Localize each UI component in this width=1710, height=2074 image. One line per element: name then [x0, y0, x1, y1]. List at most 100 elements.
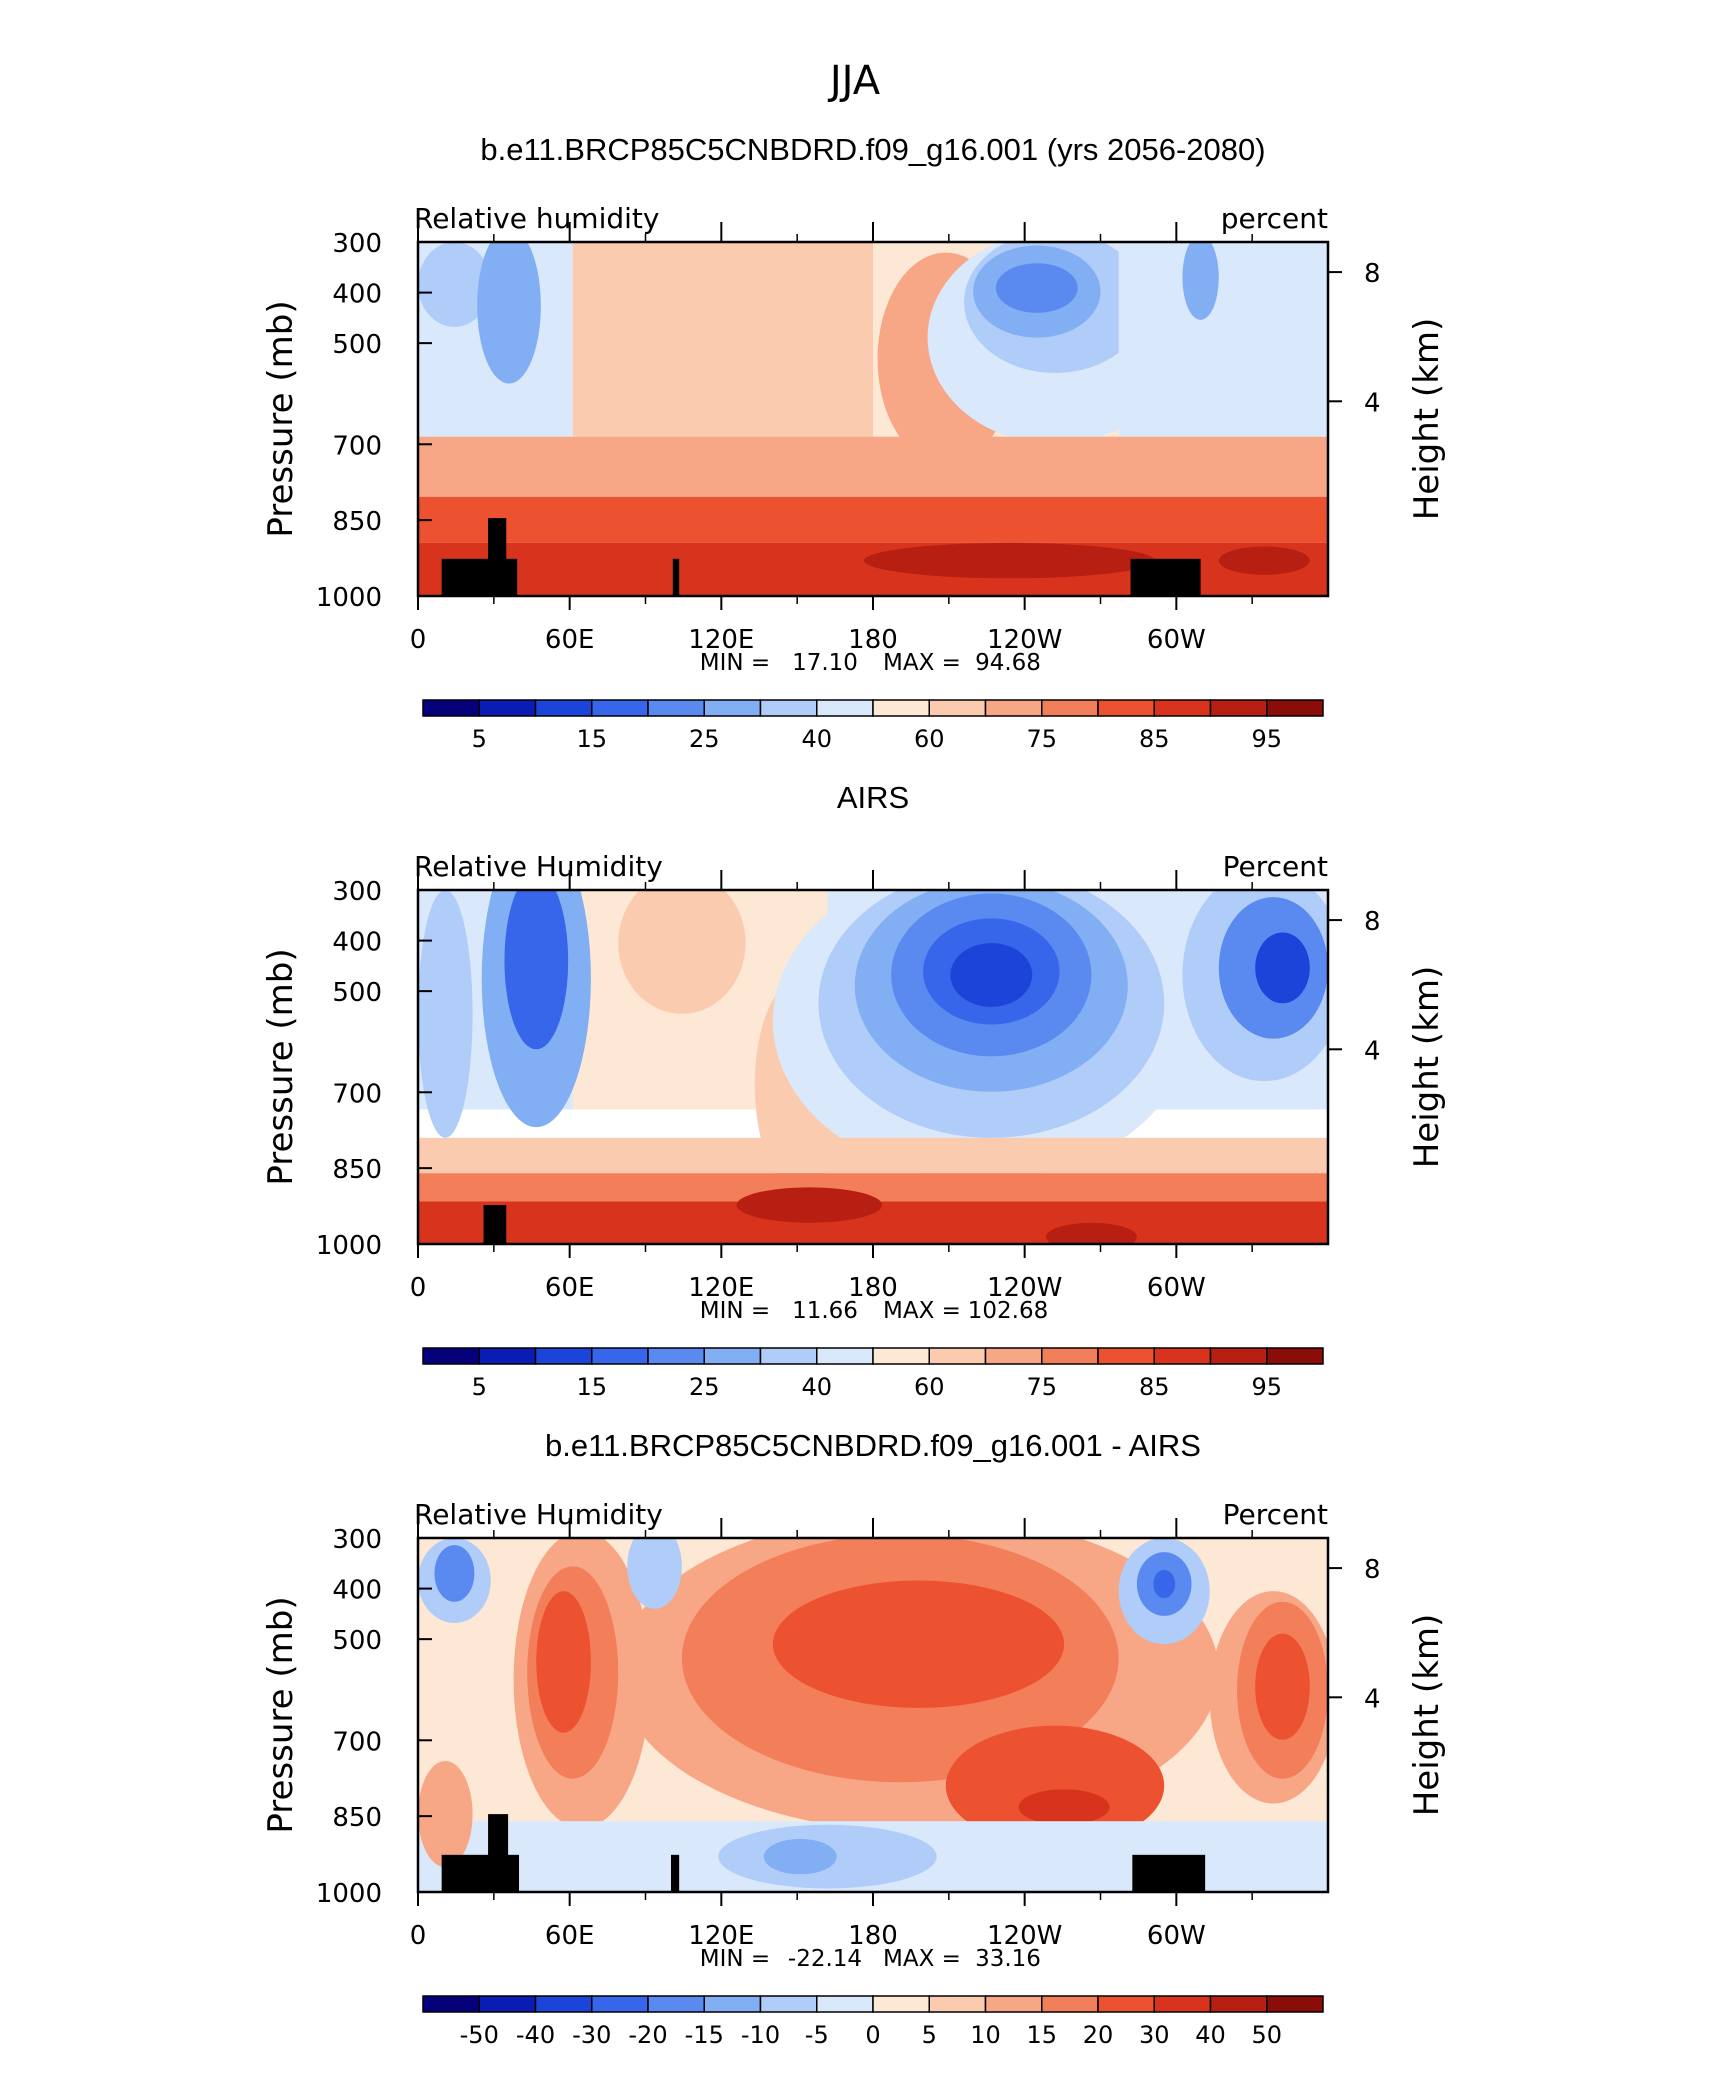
colorbar-box	[703, 699, 762, 717]
min-label: MIN =	[700, 650, 770, 676]
contour-region	[772, 1580, 1065, 1708]
colorbar-label: -20	[628, 2021, 667, 2049]
units-label: Percent	[1223, 850, 1328, 883]
contour-region	[1255, 932, 1310, 1004]
colorbar-label: 15	[576, 1373, 607, 1401]
topography-block	[672, 558, 680, 596]
contour-region	[1045, 1222, 1137, 1244]
height-tick-label: 4	[1364, 1036, 1381, 1066]
topography-block	[670, 1854, 680, 1892]
colorbar-box	[1266, 1347, 1324, 1365]
contour-region	[434, 1545, 475, 1602]
colorbar-label: 75	[1026, 1373, 1057, 1401]
variable-label: Relative Humidity	[414, 850, 663, 883]
colorbar-box	[1041, 1347, 1099, 1365]
colorbar-label: 5	[922, 2021, 937, 2049]
pressure-tick-label: 850	[332, 1803, 382, 1833]
height-tick-label: 4	[1364, 1684, 1381, 1714]
colorbar-box	[703, 1347, 762, 1365]
pressure-tick-label: 500	[332, 1626, 382, 1656]
max-value: 33.16	[975, 1946, 1041, 1972]
x-tick-label: 60W	[1147, 1273, 1206, 1303]
figure-title: JJA	[827, 58, 881, 104]
plot-area	[418, 1538, 1328, 1892]
contour-region	[1118, 242, 1328, 437]
colorbar-box	[1041, 1995, 1099, 2013]
x-tick-label: 60W	[1147, 1921, 1206, 1951]
colorbar-box	[928, 1995, 987, 2013]
colorbar-box	[703, 1995, 762, 2013]
colorbar-box	[1266, 1995, 1324, 2013]
colorbar-label: 30	[1139, 2021, 1170, 2049]
height-tick-label: 8	[1364, 259, 1381, 289]
colorbar-box	[1266, 699, 1324, 717]
contour-region	[627, 1538, 682, 1609]
contour-region	[418, 1761, 473, 1868]
colorbar-label: -10	[741, 2021, 780, 2049]
colorbar-label: 95	[1251, 725, 1282, 753]
pressure-tick-label: 500	[332, 978, 382, 1008]
colorbar-label: 0	[865, 2021, 880, 2049]
colorbar-box	[984, 1347, 1043, 1365]
contour-region	[1218, 546, 1310, 575]
colorbar-box	[1097, 699, 1155, 717]
colorbar-box	[647, 699, 705, 717]
pressure-tick-label: 300	[332, 1525, 382, 1555]
colorbar-label: 75	[1026, 725, 1057, 753]
units-label: percent	[1221, 202, 1328, 235]
colorbar-label: 10	[970, 2021, 1001, 2049]
contour-region	[572, 242, 873, 437]
colorbar-box	[1153, 699, 1212, 717]
x-tick-label: 60W	[1147, 625, 1206, 655]
colorbar-box	[759, 1347, 818, 1365]
colorbar-label: 60	[914, 1373, 945, 1401]
colorbar-box	[1209, 1995, 1268, 2013]
pressure-tick-label: 850	[332, 507, 382, 537]
min-label: MIN =	[700, 1298, 770, 1324]
colorbar-label: 5	[472, 725, 487, 753]
colorbar-box	[816, 699, 874, 717]
colorbar-box	[984, 699, 1043, 717]
topography-block	[1132, 1854, 1206, 1892]
max-label: MAX =	[883, 650, 961, 676]
colorbar-box	[984, 1995, 1043, 2013]
min-value: 17.10	[792, 650, 858, 676]
pressure-tick-label: 700	[332, 431, 382, 461]
x-tick-label: 120E	[688, 1273, 754, 1303]
x-tick-label: 60E	[545, 1921, 595, 1951]
colorbar-box	[591, 1995, 649, 2013]
contour-region	[945, 1725, 1165, 1846]
colorbar-label: 5	[472, 1373, 487, 1401]
colorbar-label: -50	[460, 2021, 499, 2049]
colorbar-box	[1041, 699, 1099, 717]
x-tick-label: 0	[410, 1273, 427, 1303]
colorbar-box	[647, 1995, 705, 2013]
contour-region	[418, 496, 1328, 543]
contour-region	[950, 943, 1033, 1007]
contour-region	[477, 242, 541, 384]
x-tick-label: 180	[848, 1273, 898, 1303]
pressure-tick-label: 500	[332, 330, 382, 360]
panel-title: b.e11.BRCP85C5CNBDRD.f09_g16.001 - AIRS	[545, 1428, 1201, 1463]
x-tick-label: 0	[410, 1921, 427, 1951]
colorbar-label: 15	[1026, 2021, 1057, 2049]
right-axis-label: Height (km)	[1407, 318, 1447, 521]
pressure-tick-label: 1000	[316, 583, 382, 613]
colorbar-box	[1097, 1995, 1155, 2013]
contour-region	[618, 890, 746, 1014]
contour-region	[536, 1591, 591, 1733]
x-tick-label: 0	[410, 625, 427, 655]
pressure-tick-label: 850	[332, 1155, 382, 1185]
colorbar-box	[534, 1995, 593, 2013]
pressure-tick-label: 1000	[316, 1879, 382, 1909]
colorbar-label: 40	[801, 1373, 832, 1401]
contour-region	[736, 1187, 883, 1223]
colorbar-label: 40	[801, 725, 832, 753]
contour-region	[1182, 242, 1219, 320]
colorbar-box	[591, 1347, 649, 1365]
x-tick-label: 180	[848, 625, 898, 655]
x-tick-label: 120E	[688, 625, 754, 655]
colorbar-box	[1097, 1347, 1155, 1365]
